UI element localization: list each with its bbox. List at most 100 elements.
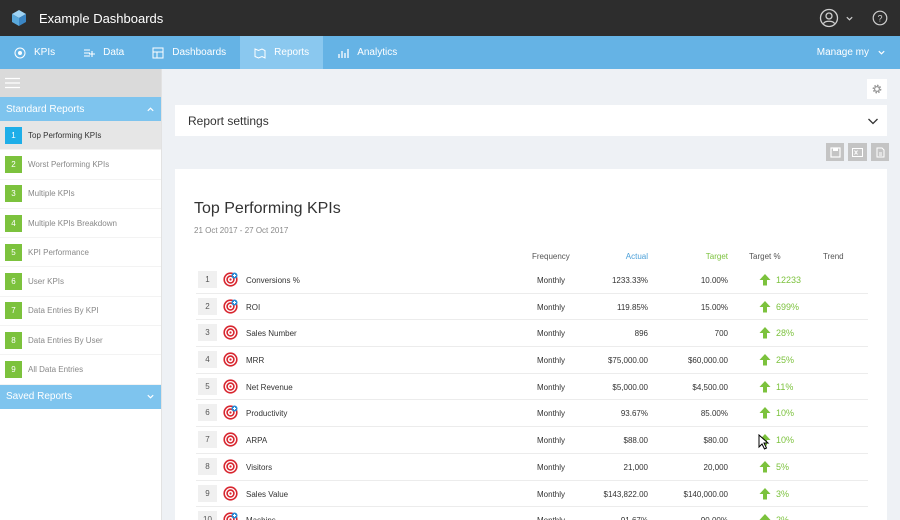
table-row[interactable]: 6 Productivity Monthly 93.67% 85.00% 10% — [196, 400, 868, 428]
target-icon — [223, 325, 238, 340]
kpi-frequency: Monthly — [537, 409, 566, 419]
table-row[interactable]: 2 ROI Monthly 119.85% 15.00% 699% — [196, 294, 868, 321]
table-row[interactable]: 5 Net Revenue Monthly $5,000.00 $4,500.00 11% — [196, 374, 868, 401]
sidebar-item-multiple-kpis-breakdown[interactable]: 4 Multiple KPIs Breakdown — [0, 209, 161, 239]
table-row[interactable]: 1 Conversions % Monthly 1233.33% 10.00% 12233 — [196, 267, 868, 294]
kpi-rank: 1 — [198, 271, 217, 288]
nav-item-analytics[interactable]: Analytics — [323, 36, 411, 69]
manage-menu-label: Manage my — [816, 47, 869, 58]
chevron-down-icon — [878, 50, 885, 55]
hamburger-icon[interactable] — [5, 77, 20, 89]
kpi-frequency: Monthly — [537, 329, 566, 339]
manage-menu[interactable]: Manage my — [817, 36, 900, 69]
kpi-target-pct: 699% — [776, 301, 800, 312]
kpi-rank: 5 — [198, 377, 217, 395]
arrow-up-icon — [759, 460, 771, 473]
table-row[interactable]: 9 Sales Value Monthly $143,822.00 $140,000.0… — [196, 481, 868, 508]
column-header-actual[interactable]: Actual — [625, 252, 648, 261]
sidebar-item-kpi-performance[interactable]: 5 KPI Performance — [0, 238, 161, 268]
sidebar-item-all-data-entries[interactable]: 9 All Data Entries — [0, 355, 161, 385]
mouse-cursor-icon — [758, 434, 770, 450]
arrow-up-icon — [759, 487, 771, 499]
target-icon — [223, 379, 238, 394]
dashboards-icon — [152, 47, 164, 58]
kpi-name: ARPA — [246, 436, 268, 446]
table-row[interactable]: 3 Sales Number Monthly 896 700 28% — [196, 320, 868, 348]
standard-reports-header[interactable]: Standard Reports — [0, 97, 161, 121]
kpi-name: Sales Number — [246, 329, 297, 339]
table-row[interactable]: 10 Mashins Monthly 91.67% 90.00% 2% — [196, 507, 868, 520]
kpi-actual: 91.67% — [588, 516, 648, 520]
column-header-frequency[interactable]: Frequency — [532, 252, 570, 261]
export-excel-button[interactable] — [848, 143, 867, 161]
user-circle-icon[interactable] — [819, 8, 839, 28]
nav-item-label: KPIs — [34, 47, 56, 58]
target-icon — [223, 299, 238, 314]
nav-item-data[interactable]: Data — [69, 36, 138, 69]
main-nav: KPIs Data Dashboards Reports Analytics M… — [0, 36, 900, 69]
app-title: Example Dashboards — [39, 10, 164, 26]
kpi-target: 15.00% — [700, 302, 728, 312]
table-row[interactable]: 8 Visitors Monthly 21,000 20,000 5% — [196, 454, 868, 481]
analytics-icon — [338, 48, 349, 58]
kpi-frequency: Monthly — [537, 489, 566, 499]
report-label: Data Entries By KPI — [28, 306, 99, 316]
kpi-target: 85.00% — [700, 409, 728, 419]
kpi-target: 700 — [714, 329, 728, 339]
nav-item-kpis[interactable]: KPIs — [0, 36, 69, 69]
report-label: Multiple KPIs Breakdown — [28, 218, 117, 228]
target-icon — [223, 405, 238, 421]
kpi-rank: 6 — [198, 404, 217, 422]
saved-reports-header[interactable]: Saved Reports — [0, 384, 161, 409]
table-row[interactable]: 4 MRR Monthly $75,000.00 $60,000.00 25% — [196, 347, 868, 374]
save-report-button[interactable] — [826, 143, 844, 161]
cube-logo-icon[interactable] — [10, 9, 28, 27]
column-header-target[interactable]: Target — [705, 252, 728, 261]
report-number-badge: 4 — [5, 214, 22, 232]
kpi-frequency: Monthly — [537, 516, 565, 520]
target-icon — [223, 459, 238, 474]
kpi-rank: 4 — [198, 351, 217, 369]
kpi-frequency: Monthly — [537, 276, 566, 285]
export-pdf-button[interactable] — [871, 143, 889, 161]
report-number-badge: 6 — [5, 273, 22, 291]
chevron-down-icon[interactable] — [845, 14, 854, 23]
nav-item-reports[interactable]: Reports — [240, 36, 324, 69]
report-settings-panel[interactable]: Report settings — [175, 105, 887, 136]
arrow-up-icon — [759, 514, 771, 520]
kpi-actual: 896 — [634, 329, 648, 339]
report-number-badge: 9 — [5, 361, 22, 379]
chevron-up-icon — [147, 106, 154, 111]
kpi-target: $4,500.00 — [692, 382, 728, 392]
kpi-name: Net Revenue — [246, 382, 293, 392]
report-title: Top Performing KPIs — [194, 200, 341, 217]
sidebar-item-top-performing-kpis[interactable]: 1 Top Performing KPIs — [0, 121, 161, 151]
report-number-badge: 2 — [5, 155, 22, 173]
kpi-actual: 1233.33% — [611, 276, 648, 285]
help-icon[interactable]: ? — [872, 10, 888, 26]
sidebar-item-multiple-kpis[interactable]: 3 Multiple KPIs — [0, 180, 161, 209]
kpis-icon — [14, 47, 26, 58]
sidebar-item-worst-performing-kpis[interactable]: 2 Worst Performing KPIs — [0, 150, 161, 180]
sidebar-item-data-entries-by-kpi[interactable]: 7 Data Entries By KPI — [0, 297, 161, 327]
nav-item-label: Dashboards — [172, 47, 227, 58]
sidebar-item-user-kpis[interactable]: 6 User KPIs — [0, 267, 161, 297]
settings-gear-button[interactable] — [867, 79, 887, 99]
kpi-table: 1 Conversions % Monthly 1233.33% 10.00% 12233… — [196, 267, 868, 520]
column-header-target-pct[interactable]: Target % — [749, 252, 781, 261]
kpi-target-pct: 10% — [776, 408, 795, 419]
sidebar: Standard Reports 1 Top Performing KPIs 2… — [0, 69, 162, 520]
nav-item-dashboards[interactable]: Dashboards — [138, 36, 240, 69]
kpi-target: 90.00% — [666, 516, 728, 520]
kpi-target-pct: 3% — [776, 488, 790, 499]
kpi-target-pct: 12233 — [776, 275, 802, 285]
sidebar-item-data-entries-by-user[interactable]: 8 Data Entries By User — [0, 326, 161, 356]
kpi-name: Visitors — [246, 462, 273, 472]
column-header-trend[interactable]: Trend — [823, 252, 844, 261]
chevron-down-icon[interactable] — [867, 115, 879, 127]
report-label: User KPIs — [28, 277, 65, 287]
kpi-target-pct: 5% — [776, 461, 790, 472]
table-row[interactable]: 7 ARPA Monthly $88.00 $80.00 10% — [196, 427, 868, 454]
gear-icon — [872, 84, 882, 94]
kpi-rank: 10 — [198, 511, 217, 520]
